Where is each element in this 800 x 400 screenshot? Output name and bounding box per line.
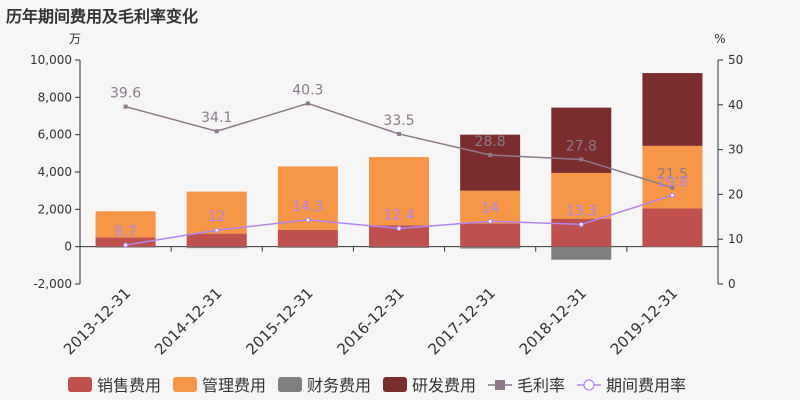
- bar-segment[interactable]: [186, 233, 247, 247]
- bar-segment[interactable]: [277, 229, 338, 247]
- data-label: 12.4: [383, 207, 414, 223]
- bar-segment[interactable]: [369, 225, 429, 247]
- data-label: 28.8: [475, 134, 506, 150]
- right-tick-label: 20: [728, 187, 743, 201]
- bar-segment[interactable]: [369, 246, 429, 248]
- bar-segment[interactable]: [551, 172, 612, 219]
- data-label: 14.3: [292, 199, 323, 215]
- point-labels: 39.6 34.1 40.3 33.5 28.8 27.8 21.5 8.7 12 14.3 12.…: [110, 82, 688, 240]
- legend-swatch[interactable]: [68, 377, 92, 392]
- right-tick-label: 30: [728, 143, 743, 157]
- bar-segment[interactable]: [642, 208, 703, 247]
- bars: [95, 73, 703, 260]
- legend-swatch[interactable]: [383, 377, 407, 392]
- bar-segment[interactable]: [551, 246, 612, 260]
- x-tick-label: 2019-12-31: [607, 284, 681, 358]
- series-point[interactable]: [397, 131, 401, 136]
- bar-segment[interactable]: [95, 211, 156, 238]
- left-tick-label: 8,000: [38, 90, 72, 104]
- bar-segment[interactable]: [642, 145, 703, 209]
- data-label: 8.7: [114, 224, 136, 240]
- bar-segment[interactable]: [551, 107, 612, 173]
- bar-segment[interactable]: [460, 134, 521, 191]
- x-tick-label: 2013-12-31: [60, 284, 134, 358]
- legend: 销售费用 管理费用 财务费用 研发费用 毛利率 期间费用率: [68, 376, 686, 395]
- bar-segment[interactable]: [95, 237, 156, 247]
- x-tick-label: 2018-12-31: [516, 284, 590, 358]
- data-label: 14: [481, 200, 499, 216]
- legend-label[interactable]: 毛利率: [517, 376, 565, 395]
- legend-label[interactable]: 期间费用率: [606, 376, 686, 395]
- left-tick-label: 2,000: [38, 202, 72, 216]
- series-point[interactable]: [122, 242, 129, 248]
- legend-swatch[interactable]: [278, 377, 302, 392]
- series-point[interactable]: [396, 225, 402, 232]
- series-point[interactable]: [123, 104, 128, 109]
- x-tick-label: 2016-12-31: [333, 284, 407, 358]
- data-label: 40.3: [292, 82, 323, 98]
- right-tick-label: 50: [728, 53, 743, 67]
- x-tick-label: 2015-12-31: [242, 284, 316, 358]
- bar-segment[interactable]: [186, 191, 247, 234]
- data-label: 33.5: [383, 113, 414, 129]
- left-tick-label: -2,000: [33, 277, 72, 291]
- right-tick-label: 0: [728, 277, 736, 291]
- left-tick-label: 4,000: [38, 165, 72, 179]
- legend-label[interactable]: 财务费用: [307, 376, 371, 395]
- series-point[interactable]: [578, 221, 584, 228]
- bar-segment[interactable]: [186, 246, 247, 249]
- data-label: 19.8: [657, 174, 688, 190]
- bar-segment[interactable]: [460, 190, 521, 224]
- x-tick-label: 2014-12-31: [151, 284, 225, 358]
- left-tick-label: 0: [64, 240, 72, 254]
- legend-marker: [583, 379, 595, 391]
- chart-title: 历年期间费用及毛利率变化: [6, 7, 199, 26]
- bar-segment[interactable]: [460, 223, 521, 247]
- bar-segment[interactable]: [642, 246, 703, 248]
- series-point[interactable]: [487, 218, 493, 224]
- data-label: 13.3: [566, 203, 597, 219]
- data-label: 39.6: [110, 86, 141, 102]
- right-tick-label: 40: [728, 98, 743, 112]
- series-point[interactable]: [305, 217, 311, 223]
- series-point[interactable]: [214, 129, 219, 134]
- bar-segment[interactable]: [460, 246, 521, 249]
- legend-swatch[interactable]: [173, 377, 197, 392]
- series-point[interactable]: [488, 152, 493, 157]
- x-tick-label: 2017-12-31: [425, 284, 499, 358]
- data-label: 27.8: [566, 138, 597, 154]
- legend-label[interactable]: 研发费用: [412, 376, 476, 395]
- bar-segment[interactable]: [277, 246, 338, 248]
- legend-label[interactable]: 管理费用: [202, 376, 266, 395]
- legend-marker: [495, 380, 505, 390]
- bar-segment[interactable]: [369, 157, 429, 226]
- series-point[interactable]: [579, 157, 584, 162]
- bar-segment[interactable]: [642, 73, 703, 146]
- series-point[interactable]: [214, 227, 220, 233]
- legend-label[interactable]: 销售费用: [97, 376, 161, 395]
- data-label: 34.1: [201, 110, 232, 126]
- series-point[interactable]: [669, 192, 676, 198]
- right-axis-unit: %: [714, 32, 725, 46]
- data-label: 12: [208, 209, 226, 225]
- left-axis-unit: 万: [69, 32, 81, 46]
- data-label: 21.5: [657, 167, 688, 183]
- right-tick-label: 10: [728, 232, 743, 246]
- left-tick-label: 10,000: [30, 53, 72, 67]
- lines: [122, 101, 676, 248]
- series-point[interactable]: [305, 101, 310, 106]
- left-tick-label: 6,000: [38, 128, 72, 142]
- series-point[interactable]: [670, 185, 675, 190]
